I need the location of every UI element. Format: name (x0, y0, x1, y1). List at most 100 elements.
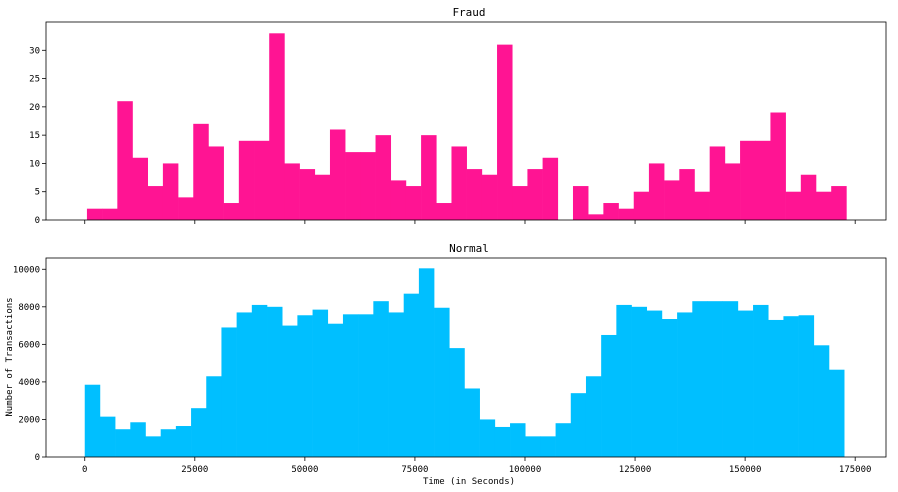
fraud-bar (314, 174, 331, 220)
fraud-bar (709, 146, 726, 220)
fraud-bar (375, 135, 392, 220)
normal-bar (677, 312, 693, 457)
fraud-y-tick-label: 0 (35, 216, 40, 226)
fraud-y-tick-label: 30 (29, 46, 40, 56)
normal-bar (813, 345, 830, 457)
fraud-bar (208, 146, 224, 220)
normal-x-tick-label: 100000 (509, 465, 542, 475)
normal-bar (130, 422, 146, 457)
fraud-bar (299, 169, 316, 220)
fraud-bar (223, 203, 240, 220)
fraud-bar (405, 186, 422, 220)
fraud-axes-frame (45, 21, 887, 221)
normal-bar (631, 306, 648, 457)
normal-bar (601, 334, 617, 457)
normal-x-ticks: 0 25000 50000 75000 100000 125000 150000 175000 (82, 457, 871, 475)
normal-bar (737, 310, 754, 457)
normal-bar (282, 325, 298, 457)
fraud-bar (800, 174, 817, 220)
fraud-bar (147, 186, 164, 220)
normal-y-tick-label: 10000 (13, 265, 40, 275)
normal-y-tick-label: 8000 (18, 303, 40, 313)
fraud-y-tick-label: 5 (35, 188, 40, 198)
normal-bar (297, 315, 313, 457)
fraud-bars (86, 33, 847, 221)
fraud-bar (254, 140, 270, 220)
fraud-bar (345, 152, 361, 220)
fraud-bar (740, 140, 756, 220)
normal-bar (722, 301, 739, 457)
normal-bar (373, 301, 389, 457)
fraud-bar (816, 191, 832, 220)
fraud-bar (390, 180, 407, 220)
fraud-y-tick-label: 25 (29, 75, 40, 85)
normal-bar (646, 310, 663, 457)
fraud-bar (132, 157, 148, 220)
fraud-bar (633, 191, 650, 220)
normal-bar (464, 388, 480, 457)
fraud-bar (679, 169, 695, 220)
normal-bar (206, 376, 222, 457)
fraud-bar (102, 208, 118, 220)
normal-axes-frame (45, 257, 887, 458)
fraud-bar (360, 152, 376, 220)
normal-bar (251, 304, 268, 457)
fraud-panel: Fraud 0 5 10 15 20 25 30 (29, 6, 887, 226)
fraud-y-ticks: 0 5 10 15 20 25 30 (29, 46, 46, 226)
fraud-y-tick-label: 10 (29, 159, 40, 169)
fraud-bar (542, 157, 559, 220)
fraud-bar (770, 112, 786, 220)
normal-bar (525, 436, 541, 457)
fraud-bar (618, 208, 635, 220)
fraud-bar (497, 44, 513, 220)
normal-bar (570, 393, 587, 457)
fraud-bar (238, 140, 255, 220)
fraud-bar (831, 186, 847, 220)
fraud-bar (284, 163, 300, 220)
normal-x-tick-label: 75000 (401, 465, 428, 475)
fraud-bar (648, 163, 665, 220)
normal-panel: Normal 0 2000 4000 6000 8000 10000 0 25000 5000… (5, 242, 887, 487)
normal-bar (115, 429, 131, 457)
normal-bar (236, 312, 253, 457)
fraud-bar (193, 123, 209, 220)
fraud-y-tick-label: 20 (29, 103, 40, 113)
y-axis-label: Number of Transactions (5, 297, 15, 416)
fraud-bar (755, 140, 771, 220)
fraud-bar (572, 186, 589, 220)
normal-bar (99, 416, 116, 457)
normal-bar (661, 319, 678, 457)
normal-x-tick-label: 0 (82, 465, 87, 475)
fraud-bar (603, 203, 619, 220)
fraud-bar (117, 101, 133, 220)
normal-bar (616, 304, 632, 457)
normal-bar (692, 301, 708, 457)
normal-bar (434, 307, 450, 457)
fraud-bar (178, 197, 194, 220)
normal-bar (418, 268, 435, 457)
x-axis-label: Time (in Seconds) (423, 477, 515, 487)
normal-x-tick-label: 150000 (729, 465, 762, 475)
fraud-bar (512, 186, 528, 220)
fraud-y-tick-label: 15 (29, 131, 40, 141)
normal-bar (267, 306, 283, 457)
normal-bar (540, 436, 556, 457)
normal-bar (828, 369, 845, 457)
normal-bar (768, 319, 784, 457)
normal-x-tick-label: 125000 (619, 465, 652, 475)
normal-bar (358, 314, 374, 457)
normal-bar (707, 301, 723, 457)
fraud-bar (86, 208, 103, 220)
normal-y-tick-label: 6000 (18, 340, 40, 350)
normal-bar (175, 426, 192, 457)
normal-bar (312, 309, 329, 457)
fraud-bar (527, 169, 543, 220)
normal-x-tick-label: 175000 (839, 465, 872, 475)
normal-x-tick-label: 25000 (181, 465, 208, 475)
fraud-bar (269, 33, 285, 221)
fraud-bar (451, 146, 467, 220)
normal-bar (798, 315, 815, 457)
normal-bar (479, 419, 496, 457)
normal-bar (403, 293, 420, 457)
